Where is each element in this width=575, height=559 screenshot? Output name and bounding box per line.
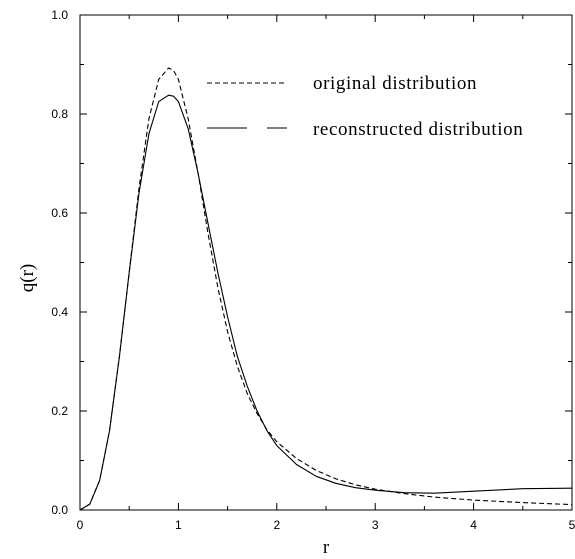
y-axis-title: q(r) — [17, 264, 38, 292]
x-tick-label: 3 — [372, 518, 379, 532]
y-tick-label: 1.0 — [51, 8, 68, 22]
x-tick-label: 4 — [470, 518, 477, 532]
y-tick-label: 0.8 — [51, 107, 68, 121]
y-tick-labels: 0.0 0.2 0.4 0.6 0.8 1.0 — [51, 8, 68, 517]
y-tick-label: 0.6 — [51, 206, 68, 220]
axis-ticks — [79, 14, 573, 511]
x-tick-label: 0 — [77, 518, 84, 532]
legend: original distribution reconstructed dist… — [207, 73, 523, 140]
legend-label-reconstructed: reconstructed distribution — [313, 119, 523, 140]
series-line-reconstructed — [79, 94, 573, 511]
series-lines — [79, 67, 573, 511]
x-tick-label: 2 — [273, 518, 280, 532]
legend-label-original: original distribution — [313, 73, 477, 94]
y-tick-label: 0.0 — [51, 503, 68, 517]
x-tick-labels: 0 1 2 3 4 5 — [77, 518, 575, 532]
y-tick-label: 0.4 — [51, 305, 68, 319]
x-axis-title: r — [323, 537, 330, 558]
y-tick-label: 0.2 — [51, 404, 68, 418]
series-line-original — [79, 67, 573, 511]
x-tick-label: 1 — [175, 518, 182, 532]
x-tick-label: 5 — [569, 518, 575, 532]
